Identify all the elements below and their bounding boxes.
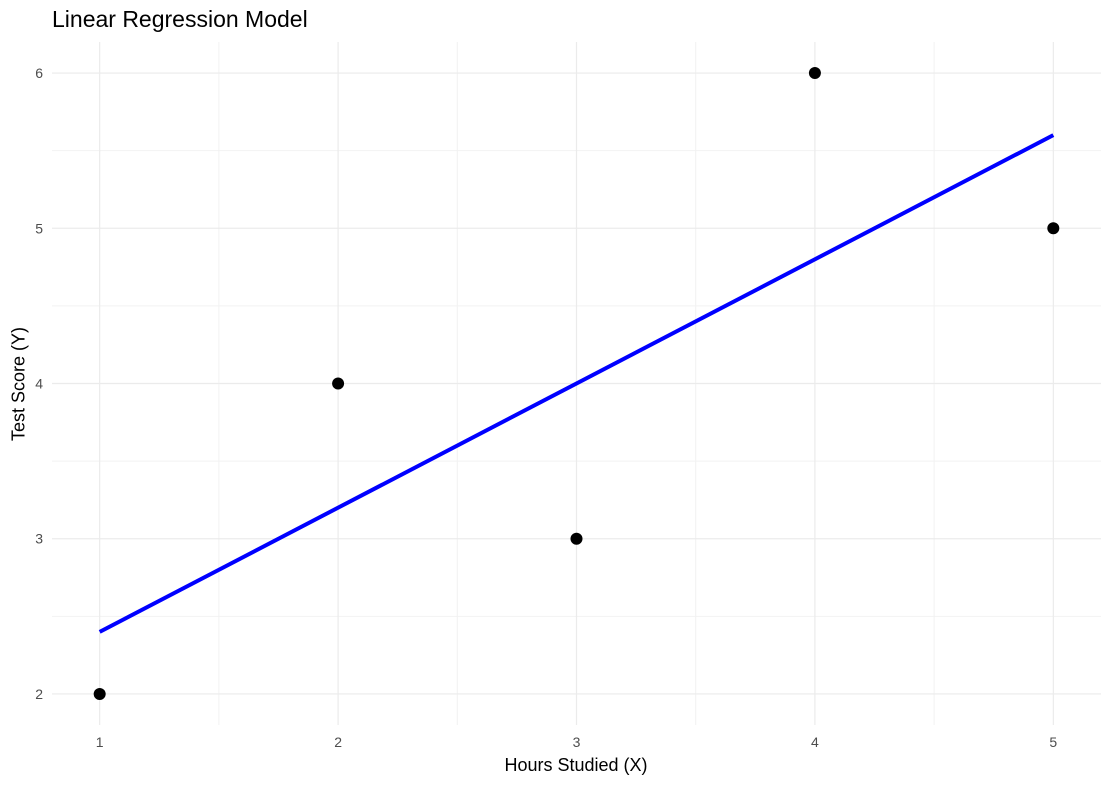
data-point (808, 67, 821, 80)
x-axis-label: Hours Studied (X) (504, 755, 648, 775)
y-tick-label: 4 (35, 376, 43, 392)
data-point (332, 377, 345, 390)
data-points (93, 67, 1060, 700)
y-tick-labels: 2 3 4 5 6 (35, 65, 43, 702)
y-tick-label: 5 (35, 220, 43, 236)
y-tick-label: 6 (35, 65, 43, 81)
data-point (93, 687, 106, 700)
y-tick-label: 2 (35, 686, 43, 702)
y-tick-label: 3 (35, 531, 43, 547)
data-point (1047, 222, 1060, 235)
x-tick-label: 4 (811, 734, 819, 750)
x-tick-labels: 1 2 3 4 5 (96, 734, 1058, 750)
chart-title: Linear Regression Model (52, 6, 308, 32)
x-tick-label: 3 (573, 734, 581, 750)
x-tick-label: 2 (334, 734, 342, 750)
data-point (570, 532, 583, 545)
y-axis-label: Test Score (Y) (8, 326, 29, 442)
regression-line-group (98, 133, 1055, 634)
regression-line (98, 133, 1055, 634)
x-tick-label: 5 (1049, 734, 1057, 750)
x-tick-label: 1 (96, 734, 104, 750)
